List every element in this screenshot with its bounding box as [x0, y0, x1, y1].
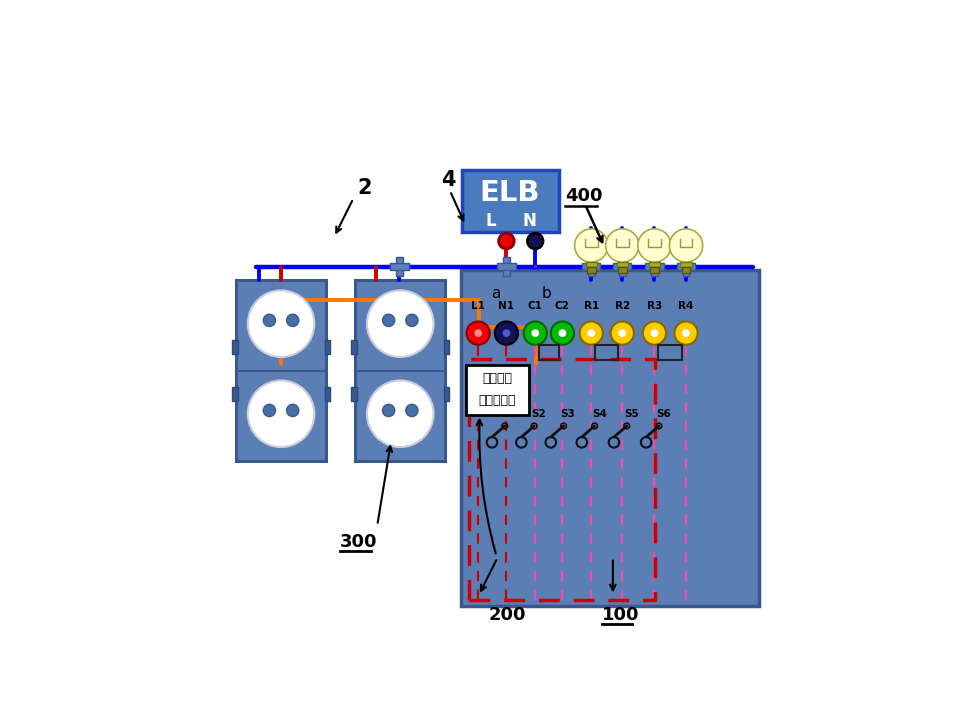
Circle shape: [248, 380, 314, 447]
Text: 2: 2: [358, 178, 372, 198]
Circle shape: [643, 321, 666, 345]
Bar: [391, 264, 409, 270]
Bar: [659, 346, 683, 360]
Circle shape: [263, 405, 276, 417]
Bar: [351, 387, 357, 401]
Text: R4: R4: [679, 301, 694, 311]
Polygon shape: [606, 229, 639, 262]
Bar: [355, 280, 445, 461]
Circle shape: [474, 329, 482, 337]
Bar: [461, 271, 758, 606]
Text: 100: 100: [602, 606, 639, 624]
Bar: [324, 340, 330, 354]
Bar: [651, 258, 658, 276]
Bar: [587, 267, 595, 273]
Text: L: L: [486, 212, 496, 230]
Bar: [681, 263, 692, 267]
Circle shape: [382, 405, 395, 417]
Text: 200: 200: [489, 606, 526, 624]
Text: 300: 300: [340, 533, 377, 551]
Bar: [582, 264, 600, 270]
Circle shape: [263, 314, 276, 326]
Circle shape: [287, 405, 299, 417]
Circle shape: [498, 233, 515, 249]
Bar: [232, 387, 237, 401]
Text: S6: S6: [656, 409, 671, 419]
Bar: [613, 264, 632, 270]
Bar: [645, 264, 663, 270]
Bar: [462, 169, 559, 232]
Text: S2: S2: [532, 409, 546, 419]
Circle shape: [527, 233, 543, 249]
Text: C2: C2: [555, 301, 570, 311]
Text: S1: S1: [502, 409, 516, 419]
Bar: [618, 267, 627, 273]
Text: S5: S5: [624, 409, 638, 419]
Bar: [324, 387, 330, 401]
Bar: [351, 340, 357, 354]
Circle shape: [494, 321, 518, 345]
Bar: [444, 340, 449, 354]
Text: S4: S4: [591, 409, 607, 419]
Text: L1: L1: [471, 301, 485, 311]
Circle shape: [532, 329, 540, 337]
Polygon shape: [575, 229, 608, 262]
Text: 대기전력: 대기전력: [482, 372, 513, 385]
Bar: [649, 263, 660, 267]
Bar: [650, 267, 659, 273]
Text: a: a: [491, 287, 500, 301]
Bar: [444, 387, 449, 401]
Text: R2: R2: [614, 301, 630, 311]
Circle shape: [674, 321, 698, 345]
Text: 제어회로부: 제어회로부: [478, 394, 516, 407]
Circle shape: [588, 329, 595, 337]
Circle shape: [406, 314, 418, 326]
Circle shape: [367, 290, 434, 357]
Bar: [588, 258, 594, 276]
Circle shape: [248, 290, 314, 357]
Bar: [616, 263, 628, 267]
Circle shape: [551, 321, 574, 345]
Text: C1: C1: [528, 301, 542, 311]
Circle shape: [651, 329, 659, 337]
Text: 4: 4: [441, 170, 455, 190]
Polygon shape: [669, 229, 703, 262]
Bar: [232, 340, 237, 354]
Bar: [396, 258, 403, 276]
Bar: [595, 346, 618, 360]
Bar: [683, 258, 689, 276]
Bar: [503, 258, 510, 276]
Bar: [497, 264, 516, 270]
Polygon shape: [637, 229, 671, 262]
Circle shape: [559, 329, 566, 337]
Circle shape: [467, 321, 490, 345]
Circle shape: [523, 321, 547, 345]
Circle shape: [502, 329, 511, 337]
Text: S3: S3: [561, 409, 575, 419]
Bar: [619, 258, 626, 276]
Bar: [236, 280, 326, 461]
Bar: [539, 346, 559, 360]
Circle shape: [287, 314, 299, 326]
Text: 400: 400: [565, 187, 603, 205]
Bar: [682, 267, 690, 273]
Circle shape: [367, 380, 434, 447]
Circle shape: [580, 321, 603, 345]
Text: ELB: ELB: [480, 179, 540, 207]
Circle shape: [611, 321, 634, 345]
Circle shape: [406, 405, 418, 417]
Bar: [677, 264, 695, 270]
Bar: [586, 263, 597, 267]
Text: N1: N1: [498, 301, 515, 311]
Bar: [466, 365, 529, 415]
Text: b: b: [541, 287, 551, 301]
Text: R3: R3: [647, 301, 662, 311]
Circle shape: [618, 329, 626, 337]
Text: N: N: [522, 212, 537, 230]
Circle shape: [382, 314, 395, 326]
Circle shape: [683, 329, 690, 337]
Text: R1: R1: [584, 301, 599, 311]
